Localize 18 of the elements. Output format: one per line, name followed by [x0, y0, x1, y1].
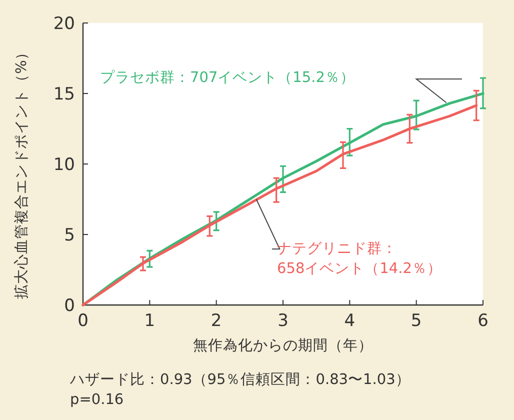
y-tick-label: 5	[64, 225, 75, 246]
x-tick-label: 1	[144, 311, 156, 331]
text: ハザード比：0.93（95％信頼区間：0.83〜1.03）	[69, 371, 410, 388]
x-tick-label: 0	[78, 311, 88, 331]
x-axis-title: 無作為化からの期間（年）	[193, 337, 373, 354]
x-tick-label: 3	[278, 311, 288, 331]
y-tick-label: 0	[64, 296, 75, 316]
text: プラセボ群：707イベント（15.2％）	[100, 69, 355, 86]
text: p=0.16	[70, 392, 124, 408]
x-tick-label: 4	[344, 311, 356, 331]
text: ナテグリニド群： 658イベント（14.2％）	[277, 240, 442, 277]
y-axis-title: 拡大心血管複合エンドポイント（%）	[13, 45, 30, 299]
x-tick-label: 5	[410, 311, 422, 331]
y-tick-label: 15	[53, 84, 75, 104]
x-tick-label: 6	[478, 311, 488, 331]
x-tick-label: 2	[210, 311, 222, 331]
y-tick-label: 20	[53, 14, 75, 34]
y-tick-label: 10	[53, 154, 75, 175]
